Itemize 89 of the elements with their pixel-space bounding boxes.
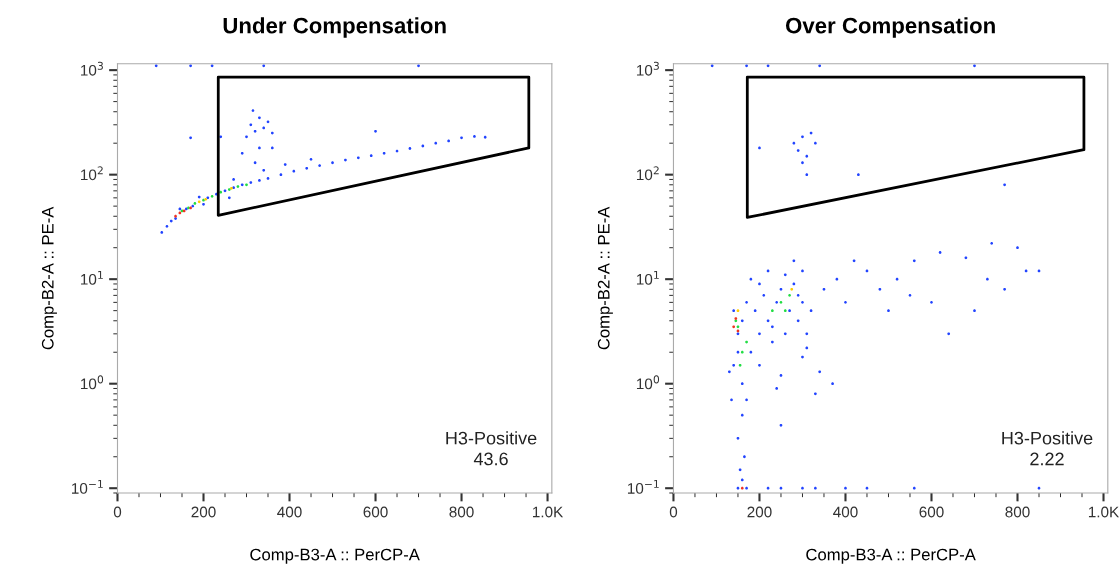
point [270,131,274,135]
point [258,146,261,150]
point [374,129,377,133]
point [740,350,744,354]
point [356,156,360,160]
point [447,139,451,143]
point [253,129,257,133]
point [270,146,274,150]
point [160,231,164,234]
x-tick-label: 0 [669,506,678,518]
point [240,151,244,155]
x-tick-label: 200 [191,506,216,518]
point [331,161,334,165]
x-tick-label: 600 [363,506,388,518]
x-axis-title: Comp-B3-A :: PerCP-A [250,548,420,564]
x-tick-label: 0 [113,506,122,518]
point [236,185,240,188]
point [473,135,476,138]
y-tick-label: 10$^{3}$ [636,61,659,76]
x-tick-label: 200 [747,506,772,518]
point [745,340,748,344]
y-axis-title: Comp-B2-A :: PE-A [597,206,613,350]
x-tick-label: 600 [919,506,944,518]
y-tick-label: 10$^{−1}$ [72,480,103,494]
point [210,194,214,198]
x-axis-title: Comp-B3-A :: PerCP-A [806,548,976,564]
point [232,178,235,181]
y-tick-label: 10$^{0}$ [81,375,104,390]
point [732,325,736,329]
point [740,486,744,490]
point [258,116,261,120]
point [262,64,266,68]
point [770,309,774,313]
point [779,300,783,304]
point [262,126,266,130]
point [788,293,791,297]
y-tick-label: 10$^{1}$ [81,270,103,285]
point [434,141,438,145]
point [736,309,740,313]
y-axis-title: Comp-B2-A :: PE-A [41,206,57,350]
point [790,287,794,291]
x-tick-label: 800 [449,506,474,518]
point [318,164,322,168]
point [169,219,173,223]
point [165,224,169,228]
point [227,196,231,200]
point [279,173,283,177]
point [154,64,158,68]
point [305,166,309,170]
y-tick-label: 10$^{−1}$ [627,480,659,494]
point [483,135,487,139]
point [245,135,248,139]
point [738,363,742,367]
point [266,177,270,180]
point [262,168,266,172]
point [258,179,261,182]
annotation: H3-Positive 2.22 [1002,431,1093,466]
point [189,136,192,140]
point [283,163,287,166]
chart-title: Over Compensation [785,17,995,38]
point [369,154,373,158]
annotation: H3-Positive 43.6 [446,431,537,466]
point [309,158,313,161]
point [249,181,253,184]
point [240,183,244,187]
y-tick-label: 10$^{1}$ [636,270,659,285]
x-tick-label: 800 [1005,506,1030,518]
point [189,64,192,68]
point [460,136,463,140]
point [783,309,787,313]
point [417,64,420,68]
point [253,161,257,165]
chart-title: Under Compensation [223,17,446,38]
x-tick-label: 1.0K [1088,506,1119,518]
point [408,147,412,150]
point [245,183,248,187]
y-tick-label: 10$^{3}$ [81,61,103,76]
x-tick-label: 400 [833,506,858,518]
x-tick-label: 400 [277,506,302,518]
point [251,109,255,112]
point [197,200,201,204]
point [344,158,347,162]
point [202,202,205,206]
y-tick-label: 10$^{2}$ [81,166,103,181]
y-tick-label: 10$^{0}$ [636,375,660,390]
point [382,151,386,155]
point [249,123,253,127]
y-tick-label: 10$^{2}$ [636,166,659,181]
x-tick-label: 1.0K [532,506,564,518]
